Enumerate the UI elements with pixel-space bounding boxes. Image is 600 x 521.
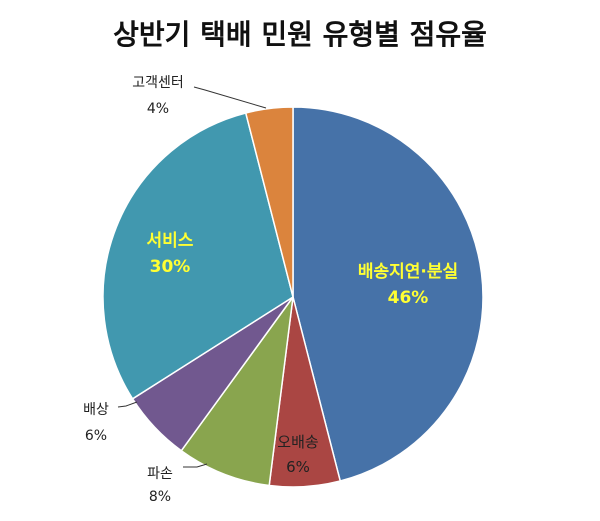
- pie-slices: [102, 106, 484, 488]
- pie-slice-파손: [180, 296, 294, 487]
- data-label-category-배송지연-분실: 배송지연·분실: [358, 262, 458, 282]
- data-label-value-배송지연-분실: 46%: [388, 288, 429, 308]
- data-label-category-서비스: 서비스: [147, 231, 194, 251]
- data-label-value-고객센터: 4%: [147, 101, 169, 117]
- chart-title: 상반기 택배 민원 유형별 점유율: [113, 18, 487, 51]
- data-label-category-고객센터: 고객센터: [132, 75, 184, 91]
- leader-line-파손: [183, 463, 208, 468]
- pie-slice-서비스: [102, 112, 294, 400]
- data-label-category-배상: 배상: [83, 402, 109, 418]
- leader-lines: [117, 86, 267, 468]
- data-labels: 배송지연·분실 46% 오배송 6% 파손 8% 배상 6% 서비스 30% 고객센터 4%: [83, 75, 458, 505]
- data-label-category-오배송: 오배송: [277, 433, 318, 451]
- leader-line-배상: [117, 401, 138, 408]
- data-label-value-파손: 8%: [149, 489, 171, 505]
- data-label-category-파손: 파손: [147, 466, 173, 482]
- data-label-value-배상: 6%: [85, 428, 107, 444]
- leader-line-고객센터: [193, 86, 267, 109]
- data-label-value-오배송: 6%: [286, 458, 310, 476]
- data-label-value-서비스: 30%: [150, 257, 191, 277]
- pie-slice-고객센터: [244, 106, 294, 298]
- pie-slice-배송지연-분실: [292, 106, 484, 482]
